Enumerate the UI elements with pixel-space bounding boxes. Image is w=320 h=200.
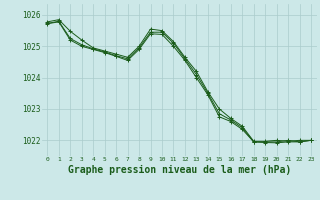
X-axis label: Graphe pression niveau de la mer (hPa): Graphe pression niveau de la mer (hPa) bbox=[68, 165, 291, 175]
